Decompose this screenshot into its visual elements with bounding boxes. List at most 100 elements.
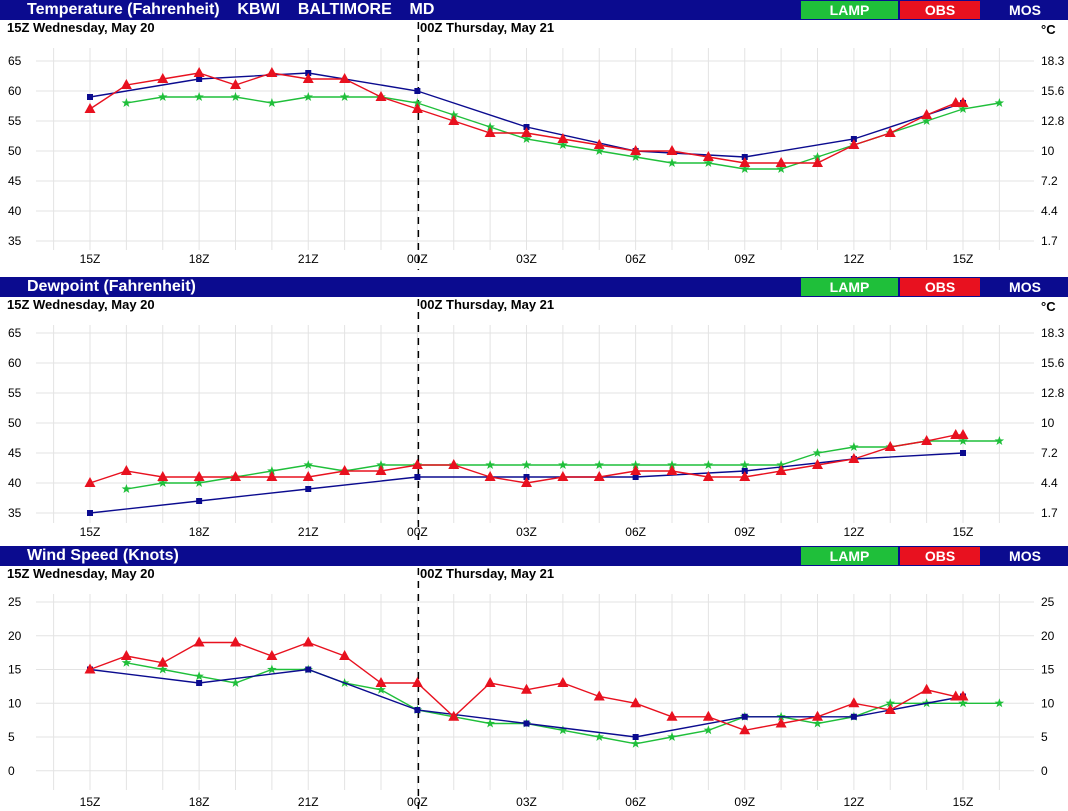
dewpoint-panel: Dewpoint (Fahrenheit) LAMP OBS MOS 15Z W…: [0, 277, 1068, 544]
lamp-point: [776, 460, 786, 469]
y-tick-label-right: 20: [1041, 629, 1055, 643]
wind-speed-plot: 25 25 20 20 15 15 10 10 5 5 0 0 15Z 18Z 21Z 00Z 03Z 06Z 09…: [8, 568, 1055, 810]
date-left-label: 15Z Wednesday, May 20: [7, 20, 155, 35]
lamp-point: [485, 122, 495, 131]
lamp-point: [958, 698, 968, 708]
lamp-point: [194, 92, 204, 101]
lamp-point: [885, 698, 895, 708]
mos-point: [196, 76, 203, 82]
obs-point: [812, 710, 823, 721]
obs-point: [484, 127, 496, 137]
lamp-point: [594, 732, 604, 741]
y-tick-label-right: 4.4: [1041, 476, 1058, 490]
legend-lamp: LAMP: [801, 1, 898, 19]
lamp-point: [994, 436, 1005, 445]
mos-point: [960, 450, 966, 456]
obs-point: [630, 465, 642, 475]
lamp-point: [303, 92, 313, 101]
lamp-point: [267, 466, 277, 475]
obs-point: [775, 465, 787, 475]
y-tick-label-right: 0: [1041, 764, 1048, 778]
obs-series-line: [89, 434, 963, 484]
x-tick-label: 12Z: [844, 795, 865, 809]
y-tick-label: 40: [8, 476, 22, 490]
obs-point: [230, 471, 241, 481]
lamp-point: [740, 460, 750, 469]
lamp-point: [558, 725, 568, 735]
obs-point: [630, 145, 642, 155]
obs-point: [593, 471, 605, 481]
legend-obs: OBS: [900, 547, 980, 565]
date-left-label: 15Z Wednesday, May 20: [7, 566, 155, 581]
obs-point: [775, 157, 787, 167]
y-tick-label: 5: [8, 730, 15, 744]
x-tick-label: 15Z: [80, 252, 101, 266]
obs-point: [775, 717, 787, 728]
y-tick-label-right: 15.6: [1041, 356, 1065, 370]
obs-point: [302, 471, 314, 481]
x-tick-label: 21Z: [298, 795, 319, 809]
y-tick-label: 35: [8, 234, 22, 248]
obs-point: [448, 710, 460, 721]
obs-point: [957, 690, 969, 701]
obs-point: [521, 683, 532, 694]
mos-point: [741, 713, 748, 720]
lamp-point: [703, 460, 714, 469]
obs-point: [593, 690, 605, 701]
mos-point: [414, 474, 421, 480]
obs-point: [557, 471, 569, 481]
obs-point: [921, 435, 933, 445]
mos-point: [850, 713, 857, 720]
y-tick-label: 45: [8, 174, 22, 188]
x-tick-label: 09Z: [734, 525, 755, 539]
obs-point: [411, 677, 423, 687]
lamp-point: [994, 98, 1005, 107]
obs-point: [448, 459, 460, 469]
date-right-label: 00Z Thursday, May 21: [420, 20, 555, 35]
obs-point: [521, 127, 532, 137]
obs-point: [812, 157, 823, 167]
obs-point: [302, 636, 314, 647]
obs-point: [193, 471, 205, 481]
temperature-panel-header: Temperature (Fahrenheit) KBWI BALTIMORE …: [0, 0, 1068, 20]
obs-point: [266, 471, 278, 481]
lamp-point: [812, 448, 823, 457]
lamp-point: [667, 732, 677, 741]
wind-speed-panel-header: Wind Speed (Knots) LAMP OBS MOS: [0, 546, 1068, 566]
obs-point: [630, 697, 642, 708]
x-tick-label: 03Z: [516, 795, 537, 809]
y-tick-label-right: 18.3: [1041, 326, 1065, 340]
lamp-point: [412, 98, 423, 107]
y-tick-label-right: 15: [1041, 663, 1055, 677]
y-tick-label: 50: [8, 416, 22, 430]
x-tick-label: 18Z: [189, 252, 210, 266]
lamp-point: [558, 460, 568, 469]
lamp-point: [158, 478, 168, 487]
obs-point: [666, 465, 678, 475]
obs-point: [557, 133, 569, 143]
y-tick-label-right: 12.8: [1041, 114, 1065, 128]
temperature-panel: Temperature (Fahrenheit) KBWI BALTIMORE …: [0, 0, 1068, 271]
lamp-point: [667, 460, 677, 469]
date-right-label: 00Z Thursday, May 21: [420, 297, 555, 312]
lamp-point: [376, 684, 386, 694]
lamp-point: [158, 664, 168, 674]
obs-point: [411, 459, 423, 469]
mos-point: [414, 707, 421, 713]
x-tick-label: 15Z: [80, 795, 101, 809]
x-tick-label: 18Z: [189, 795, 210, 809]
mos-point: [196, 680, 203, 686]
legend-obs: OBS: [900, 278, 980, 296]
lamp-point: [521, 134, 532, 143]
obs-point: [84, 103, 96, 113]
obs-point: [484, 677, 496, 687]
lamp-point: [594, 146, 604, 155]
lamp-point: [812, 718, 823, 728]
y-tick-label: 45: [8, 446, 22, 460]
mos-point: [87, 510, 93, 516]
obs-point: [848, 453, 860, 463]
celsius-unit-label: °C: [1041, 299, 1056, 314]
obs-point: [557, 677, 569, 687]
y-tick-label: 25: [8, 595, 22, 609]
